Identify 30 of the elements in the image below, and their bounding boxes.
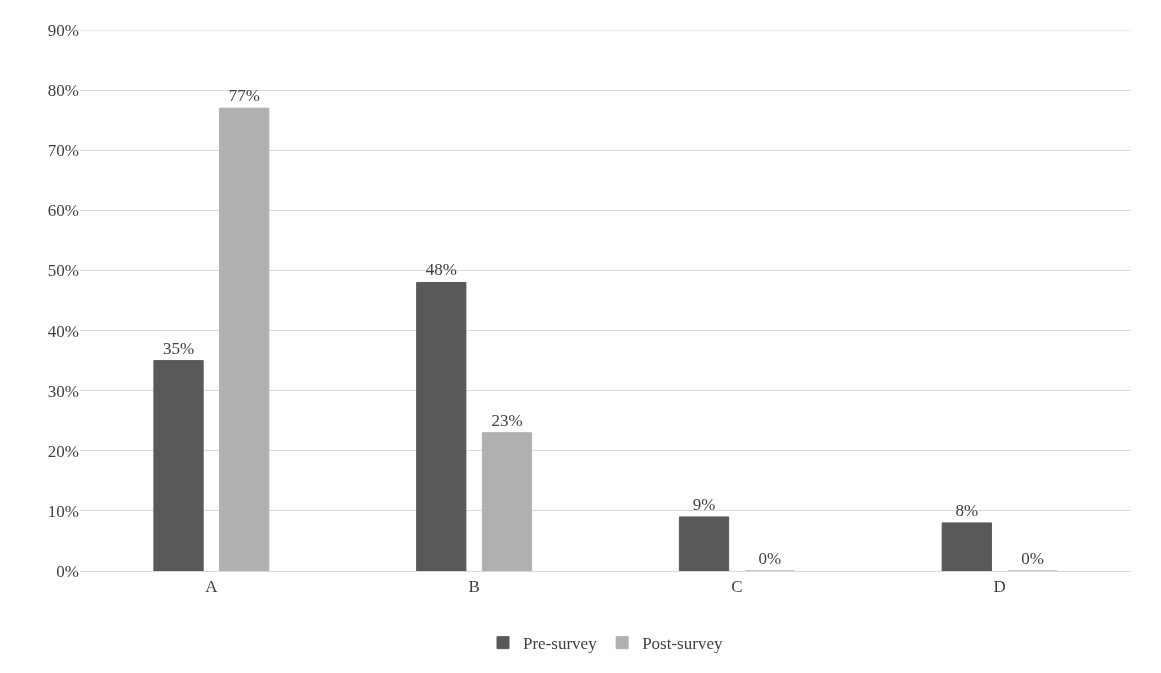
legend-label: Pre-survey	[523, 634, 598, 654]
bar	[219, 107, 270, 571]
y-tick-label: 50%	[47, 261, 79, 281]
data-label: 8%	[955, 500, 979, 520]
data-label: 23%	[491, 410, 523, 430]
bar	[941, 522, 992, 571]
bar	[416, 281, 467, 571]
data-label: 9%	[692, 494, 716, 514]
data-label: 0%	[1021, 549, 1044, 568]
y-tick-label: 60%	[47, 201, 79, 221]
y-tick-label: 10%	[47, 501, 79, 521]
bar	[153, 360, 204, 571]
y-tick-label: 80%	[47, 81, 79, 101]
x-tick-label: D	[993, 577, 1006, 597]
data-label: 0%	[758, 549, 782, 568]
y-tick-label: 40%	[47, 321, 79, 341]
x-tick-label: C	[731, 577, 743, 597]
legend-label: Post-survey	[642, 634, 723, 654]
y-tick-label: 0%	[56, 561, 79, 581]
data-label: 48%	[425, 260, 457, 280]
bar	[481, 432, 533, 571]
data-label: 35%	[162, 338, 195, 358]
y-tick-label: 20%	[47, 441, 79, 461]
y-tick-label: 90%	[47, 20, 79, 40]
y-tick-label: 30%	[47, 381, 79, 401]
bar	[678, 516, 730, 571]
data-label: 77%	[228, 86, 260, 106]
y-tick-label: 70%	[47, 141, 79, 161]
x-tick-label: B	[468, 577, 480, 597]
x-tick-label: A	[205, 577, 219, 597]
